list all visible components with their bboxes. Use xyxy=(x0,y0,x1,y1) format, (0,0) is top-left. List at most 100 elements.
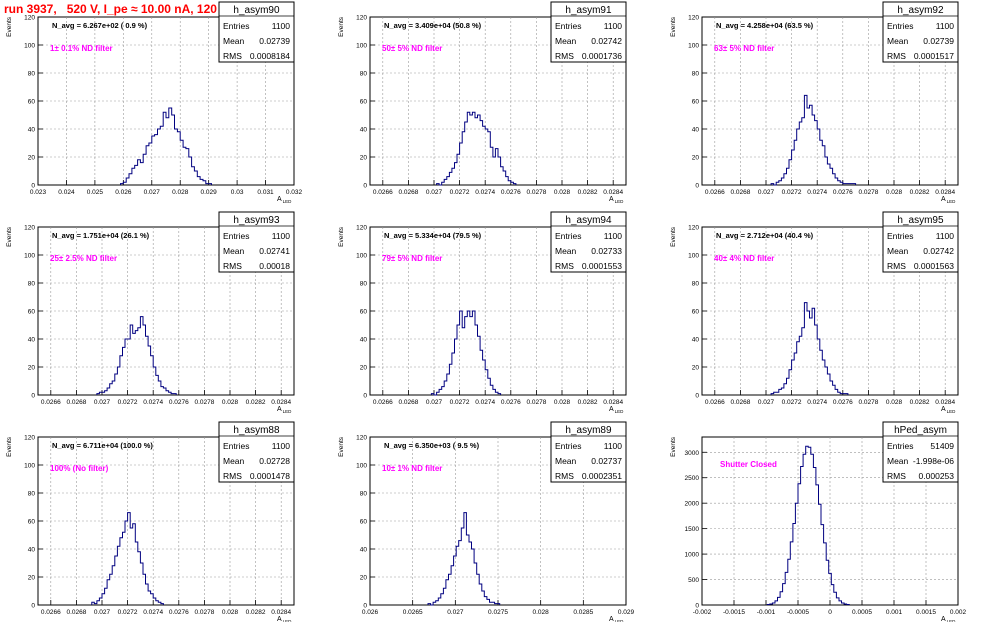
x-axis-title: ALED xyxy=(941,406,956,414)
stats-label: Entries xyxy=(223,231,249,241)
x-tick-label: 0.0278 xyxy=(526,399,546,406)
x-tick-label: 0.028 xyxy=(222,399,239,406)
histogram-series xyxy=(427,512,501,606)
x-tick-label: 0.0278 xyxy=(526,189,546,196)
y-tick-label: 0 xyxy=(31,603,35,610)
stats-value: 51409 xyxy=(930,441,954,451)
y-tick-label: 0 xyxy=(363,183,367,190)
stats-box xyxy=(882,421,959,483)
y-axis-title: Events xyxy=(338,16,345,37)
histogram-series xyxy=(766,445,850,605)
stats-label: Entries xyxy=(555,21,581,31)
x-tick-label: 0.0266 xyxy=(373,189,393,196)
y-axis-title: Events xyxy=(338,436,345,457)
histogram-series xyxy=(430,310,502,396)
x-tick-label: 0.0285 xyxy=(573,609,593,616)
stats-value: 0.0008184 xyxy=(250,51,290,61)
y-tick-label: 60 xyxy=(360,519,368,526)
stats-box xyxy=(550,211,627,273)
x-tick-label: 0.0266 xyxy=(41,399,61,406)
y-tick-label: 60 xyxy=(360,309,368,316)
stats-box xyxy=(550,421,627,483)
x-tick-label: 0.0005 xyxy=(852,609,872,616)
x-axis-title: ALED xyxy=(941,196,956,204)
stats-label: Entries xyxy=(555,441,581,451)
x-tick-label: 0.0268 xyxy=(398,189,418,196)
filter-label: 1± 0.1% ND filter xyxy=(50,44,113,53)
x-axis-title-sub: LED xyxy=(283,409,293,414)
x-tick-label: 0.0265 xyxy=(403,609,423,616)
stats-title: hPed_asym xyxy=(894,425,947,436)
filter-label: 100% (No filter) xyxy=(50,464,109,473)
filter-label: 63± 5% ND filter xyxy=(714,44,774,53)
y-tick-label: 20 xyxy=(692,155,700,162)
y-tick-label: 40 xyxy=(692,337,700,344)
stats-label: RMS xyxy=(887,471,906,481)
y-tick-label: 40 xyxy=(360,337,368,344)
y-tick-label: 80 xyxy=(692,281,700,288)
y-tick-label: 0 xyxy=(31,183,35,190)
x-tick-label: 0.027 xyxy=(758,189,775,196)
y-tick-label: 0 xyxy=(695,183,699,190)
histogram-series xyxy=(91,512,164,605)
stats-title: h_asym92 xyxy=(897,5,944,16)
stats-value: 0.02728 xyxy=(259,456,290,466)
stats-label: Entries xyxy=(887,441,913,451)
y-tick-label: 120 xyxy=(24,225,35,232)
histogram-series xyxy=(96,316,177,395)
x-tick-label: 0.0282 xyxy=(246,399,266,406)
y-tick-label: 120 xyxy=(356,225,367,232)
x-tick-label: -0.001 xyxy=(757,609,776,616)
stats-box xyxy=(550,1,627,63)
x-tick-label: 0.023 xyxy=(30,189,47,196)
stats-value: 1100 xyxy=(604,21,623,31)
stats-value: 0.0001553 xyxy=(582,261,622,271)
x-axis-title-sub: LED xyxy=(615,409,625,414)
y-tick-label: 100 xyxy=(688,253,699,260)
x-tick-label: 0.0274 xyxy=(807,399,827,406)
y-tick-label: 120 xyxy=(688,15,699,22)
x-axis-title: ALED xyxy=(609,196,624,204)
histogram-panel-hPed_asym: -0.002 -0.0015 -0.001 -0.0005 0 0.0005 0.001 0.… xyxy=(670,421,967,622)
x-tick-label: 0.0284 xyxy=(271,609,291,616)
x-tick-label: 0.0268 xyxy=(398,399,418,406)
navg-label: N_avg = 5.334e+04 (79.5 %) xyxy=(384,231,482,240)
x-tick-label: 0.027 xyxy=(426,189,443,196)
filter-label: Shutter Closed xyxy=(720,460,777,469)
x-tick-label: 0.0278 xyxy=(858,189,878,196)
x-tick-label: 0.0268 xyxy=(66,399,86,406)
y-tick-label: 100 xyxy=(24,463,35,470)
stats-box xyxy=(218,421,295,483)
y-tick-label: 60 xyxy=(692,309,700,316)
x-tick-label: 0.0282 xyxy=(910,399,930,406)
x-tick-label: 0.0266 xyxy=(373,399,393,406)
x-tick-label: 0.028 xyxy=(886,189,903,196)
y-tick-label: 60 xyxy=(28,309,36,316)
stats-value: 0.0002351 xyxy=(582,471,622,481)
x-tick-label: 0.0278 xyxy=(194,609,214,616)
y-tick-label: 20 xyxy=(28,155,36,162)
x-tick-label: 0.0015 xyxy=(916,609,936,616)
stats-box xyxy=(218,1,295,63)
x-tick-label: 0.028 xyxy=(533,609,550,616)
x-tick-label: 0.028 xyxy=(554,189,571,196)
stats-title: h_asym91 xyxy=(565,5,612,16)
y-tick-label: 80 xyxy=(360,281,368,288)
stats-title: h_asym94 xyxy=(565,215,612,226)
x-tick-label: 0.001 xyxy=(886,609,903,616)
stats-label: RMS xyxy=(223,261,242,271)
histogram-panel-h_asym95: 0.0266 0.0268 0.027 0.0272 0.0274 0.0276 0.027… xyxy=(670,211,959,414)
stats-value: 0.02742 xyxy=(923,246,954,256)
stats-label: RMS xyxy=(555,471,574,481)
x-tick-label: 0.028 xyxy=(554,399,571,406)
histogram-panel-h_asym91: 0.0266 0.0268 0.027 0.0272 0.0274 0.0276 0.027… xyxy=(338,1,627,204)
histogram-series xyxy=(120,107,212,185)
y-tick-label: 0 xyxy=(695,603,699,610)
x-tick-label: 0.024 xyxy=(58,189,75,196)
navg-label: N_avg = 6.267e+02 ( 0.9 %) xyxy=(52,21,148,30)
stats-value: 1100 xyxy=(272,231,291,241)
y-tick-label: 2500 xyxy=(685,475,700,482)
x-tick-label: 0.027 xyxy=(144,189,161,196)
x-tick-label: 0.028 xyxy=(886,399,903,406)
x-tick-label: 0.027 xyxy=(447,609,464,616)
